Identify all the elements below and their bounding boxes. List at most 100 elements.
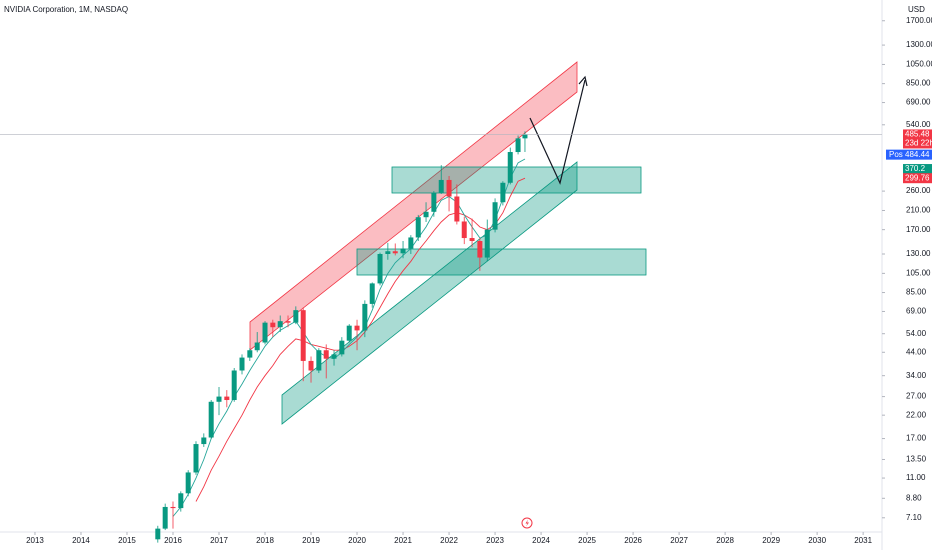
candle-body <box>262 322 268 343</box>
x-tick-label: 2013 <box>26 536 44 545</box>
y-tick-label: 690.00 <box>906 98 931 107</box>
lower-zone <box>356 248 647 276</box>
candle-body <box>308 360 314 371</box>
y-tick-label: 34.00 <box>906 371 927 380</box>
events-icon[interactable] <box>521 517 533 529</box>
candle-body <box>247 350 253 358</box>
y-tick-label: 69.00 <box>906 307 927 316</box>
y-tick-label: 210.00 <box>906 206 931 215</box>
candle-body <box>392 251 398 254</box>
candle-body <box>270 322 276 328</box>
y-tick-label: 260.00 <box>906 186 931 195</box>
price-label: 299.76 <box>905 173 930 182</box>
candle-body <box>500 182 506 203</box>
candle-body <box>316 350 322 371</box>
candle-body <box>454 196 460 222</box>
candle-body <box>285 321 291 323</box>
y-tick-label: 8.80 <box>906 493 922 502</box>
x-tick-label: 2017 <box>210 536 228 545</box>
y-tick-label: 1050.00 <box>906 60 932 69</box>
candle-body <box>469 238 475 242</box>
candle-body <box>193 444 199 473</box>
candle-body <box>522 134 528 139</box>
y-tick-label: 13.50 <box>906 455 927 464</box>
candle-body <box>300 310 306 361</box>
candle-body <box>423 211 429 218</box>
candle-body <box>170 506 176 509</box>
event-bolt <box>525 519 529 527</box>
candle-body <box>385 251 391 254</box>
x-tick-label: 2024 <box>532 536 550 545</box>
x-tick-label: 2026 <box>624 536 642 545</box>
candle-body <box>484 229 490 258</box>
y-tick-label: 850.00 <box>906 79 931 88</box>
y-tick-label: 44.00 <box>906 347 927 356</box>
candle-body <box>201 437 207 445</box>
candle-body <box>408 237 414 249</box>
candle-body <box>477 241 483 258</box>
x-tick-label: 2014 <box>72 536 90 545</box>
last-price: 485.48 <box>905 130 930 139</box>
price-label-bg <box>903 173 932 184</box>
candle-body <box>231 370 237 401</box>
price-label: 370.2 <box>905 164 926 173</box>
candle-body <box>239 357 245 371</box>
arrow-head <box>578 75 588 87</box>
candle-body <box>492 202 498 230</box>
last-price-bg <box>903 129 932 149</box>
y-tick-label: 1300.00 <box>906 40 932 49</box>
candle-body <box>415 217 421 238</box>
candle-body <box>446 179 452 197</box>
y-tick-label: 17.00 <box>906 434 927 443</box>
y-tick-label: 7.10 <box>906 513 922 522</box>
x-tick-label: 2027 <box>670 536 688 545</box>
x-tick-label: 2025 <box>578 536 596 545</box>
countdown: 23d 22h <box>905 139 932 148</box>
candle-body <box>185 472 191 494</box>
x-tick-label: 2020 <box>348 536 366 545</box>
candle-body <box>369 283 375 304</box>
y-tick-label: 54.00 <box>906 329 927 338</box>
x-tick-label: 2031 <box>854 536 872 545</box>
x-tick-label: 2029 <box>762 536 780 545</box>
x-tick-label: 2021 <box>394 536 412 545</box>
candle-body <box>224 396 230 401</box>
y-tick-label: 22.00 <box>906 410 927 419</box>
candle-body <box>323 350 329 359</box>
y-tick-label: 85.00 <box>906 288 927 297</box>
x-tick-label: 2023 <box>486 536 504 545</box>
x-tick-label: 2018 <box>256 536 274 545</box>
candle-body <box>461 221 467 239</box>
candle-body <box>362 303 368 331</box>
moving-average <box>195 177 526 502</box>
candle-body <box>377 253 383 284</box>
moving-average <box>172 158 526 517</box>
y-tick-label: 170.00 <box>906 225 931 234</box>
candle-body <box>216 396 222 402</box>
candle-body <box>178 493 184 509</box>
candle-body <box>254 342 260 351</box>
y-tick-label: 11.00 <box>906 473 926 482</box>
candle-body <box>208 401 214 438</box>
post-tag-bg <box>886 149 903 160</box>
candle-body <box>155 528 161 540</box>
candle-body <box>277 321 283 328</box>
post-tag: Post <box>889 150 906 159</box>
candle-body <box>438 179 444 193</box>
support-channel <box>281 161 578 425</box>
price-label-bg <box>903 164 932 175</box>
candle-body <box>162 506 168 529</box>
x-tick-label: 2016 <box>164 536 182 545</box>
y-tick-label: 1700.00 <box>906 16 932 25</box>
candle-body <box>507 152 513 183</box>
candle-body <box>431 192 437 212</box>
currency: USD <box>908 5 925 14</box>
candle-body <box>293 310 299 323</box>
resistance-channel <box>249 61 578 351</box>
y-tick-label: 27.00 <box>906 392 927 401</box>
candle-body <box>331 354 337 359</box>
x-tick-label: 2028 <box>716 536 734 545</box>
x-tick-label: 2015 <box>118 536 136 545</box>
x-tick-label: 2019 <box>302 536 320 545</box>
